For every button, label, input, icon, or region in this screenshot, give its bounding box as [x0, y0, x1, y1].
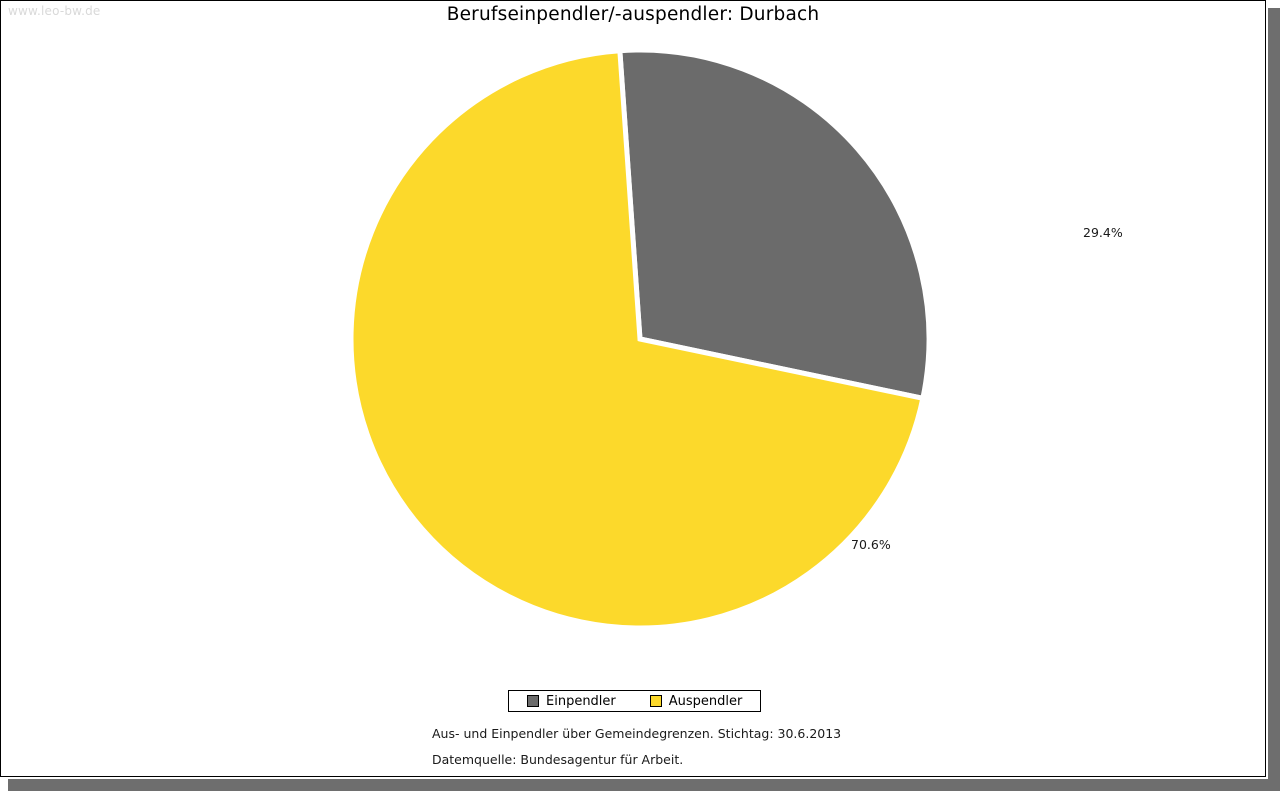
frame-shadow-right	[1268, 8, 1280, 791]
legend-item-einpendler[interactable]: Einpendler	[519, 695, 624, 708]
legend-swatch-icon-auspendler	[649, 695, 662, 707]
pie-svg	[350, 49, 930, 629]
pie-slice-einpendler[interactable]	[617, 49, 930, 402]
site-watermark: www.leo-bw.de	[8, 4, 101, 18]
legend-label-einpendler: Einpendler	[546, 693, 616, 709]
frame-shadow-bottom	[8, 779, 1280, 791]
pie-chart: 29.4% 70.6%	[350, 49, 1123, 629]
legend-item-auspendler[interactable]: Auspendler	[642, 695, 751, 708]
footnote-data-source: Datemquelle: Bundesagentur für Arbeit.	[432, 752, 684, 767]
footnote-source-note: Aus- und Einpendler über Gemeindegrenzen…	[432, 726, 842, 741]
pie-label-auspendler: 70.6%	[851, 537, 891, 552]
legend-label-auspendler: Auspendler	[668, 693, 743, 709]
legend-swatch-icon-einpendler	[527, 695, 539, 707]
chart-title: Berufseinpendler/-auspendler: Durbach	[446, 4, 820, 25]
pie-label-einpendler: 29.4%	[1083, 225, 1123, 240]
pie-slice-auspendler[interactable]	[350, 49, 926, 629]
chart-legend: Einpendler Auspendler	[508, 690, 762, 712]
